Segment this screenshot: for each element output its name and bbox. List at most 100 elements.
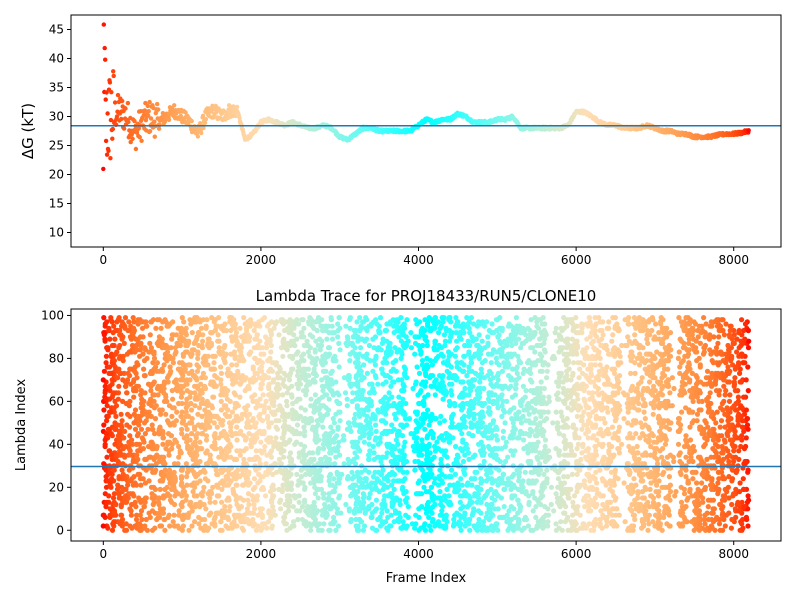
lambda-point [366,441,372,447]
lambda-point [652,334,658,340]
lambda-point [331,476,337,482]
lambda-point [441,383,447,389]
delta-g-point [103,57,108,62]
lambda-point [183,493,189,499]
lambda-point [467,330,473,336]
delta-g-point [203,117,209,122]
top-y-tick-label: 45 [49,23,64,37]
lambda-point [537,461,543,467]
lambda-point [408,330,414,336]
lambda-point [619,342,625,349]
lambda-point [559,527,565,533]
lambda-point [635,489,641,495]
lambda-point [645,385,651,392]
lambda-point [641,409,647,415]
lambda-point [740,476,746,482]
lambda-point [228,327,234,334]
lambda-point [223,327,229,334]
delta-g-point [107,80,113,85]
lambda-point [342,390,349,396]
lambda-point [139,396,145,402]
lambda-point [581,478,588,484]
lambda-point [181,319,187,325]
lambda-point [290,400,296,407]
lambda-point [686,340,692,346]
lambda-point [532,349,538,355]
lambda-point [728,323,734,329]
lambda-point [109,527,116,533]
lambda-point [125,482,131,488]
lambda-point [276,332,282,338]
lambda-point [143,516,149,523]
lambda-point [625,321,631,327]
lambda-point [731,327,737,334]
lambda-point [485,396,492,402]
delta-g-point [201,125,206,131]
delta-g-point [105,111,110,116]
lambda-point [629,523,635,529]
lambda-point [379,510,385,516]
lambda-point [300,317,306,323]
lambda-point [683,433,689,439]
lambda-point [520,383,527,389]
lambda-point [694,358,700,364]
lambda-point [558,480,564,486]
lambda-point [335,426,341,432]
lambda-point [170,360,176,366]
lambda-point [382,327,388,334]
top-x-tick-label: 2000 [246,253,277,267]
lambda-point [213,467,219,473]
lambda-point [352,360,359,366]
lambda-point [586,390,592,396]
top-y-tick-label: 20 [49,168,64,182]
lambda-point [366,495,372,501]
lambda-point [400,396,406,402]
lambda-point [514,435,521,441]
lambda-point [127,478,133,484]
lambda-point [654,456,660,462]
lambda-point [675,441,682,447]
delta-g-point [137,134,142,140]
lambda-point [512,448,518,454]
lambda-point [449,392,455,398]
lambda-point [592,315,598,321]
lambda-point [268,454,274,460]
lambda-point [336,315,342,321]
top-x-tick-label: 6000 [561,253,592,267]
lambda-point [119,467,125,473]
lambda-point [476,332,482,338]
lambda-point [494,437,501,443]
lambda-point [303,471,309,477]
lambda-point [560,385,567,392]
lambda-point [559,413,565,419]
lambda-point [553,338,560,344]
lambda-point [281,519,287,525]
lambda-point [218,364,224,370]
lambda-point [587,478,593,484]
lambda-point [530,491,536,497]
lambda-point [493,433,499,439]
top-axes-border [70,14,782,248]
lambda-point [721,332,728,338]
lambda-point [141,420,148,426]
lambda-point [493,521,499,527]
lambda-point [254,497,260,503]
lambda-point [335,443,341,450]
lambda-point [127,433,133,439]
delta-g-point [101,166,106,172]
lambda-point [156,368,162,374]
lambda-point [124,422,130,428]
delta-g-point [112,100,118,105]
lambda-point [416,527,422,533]
lambda-point [561,480,568,486]
lambda-point [544,476,550,482]
lambda-point [515,336,522,342]
lambda-point [314,355,320,361]
lambda-point [694,480,700,486]
lambda-point [722,392,728,398]
top-y-tick-label: 40 [49,52,64,66]
lambda-point [656,420,662,426]
lambda-point [644,332,650,338]
lambda-point [390,366,396,372]
lambda-point [477,379,483,385]
